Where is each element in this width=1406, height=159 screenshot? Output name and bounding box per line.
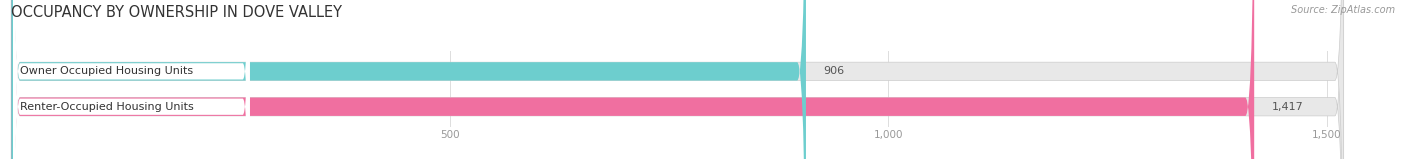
Text: 906: 906 xyxy=(824,66,845,76)
Text: Renter-Occupied Housing Units: Renter-Occupied Housing Units xyxy=(20,102,194,112)
Text: Owner Occupied Housing Units: Owner Occupied Housing Units xyxy=(20,66,193,76)
FancyBboxPatch shape xyxy=(11,0,1254,159)
FancyBboxPatch shape xyxy=(11,0,806,159)
Text: OCCUPANCY BY OWNERSHIP IN DOVE VALLEY: OCCUPANCY BY OWNERSHIP IN DOVE VALLEY xyxy=(11,5,342,20)
FancyBboxPatch shape xyxy=(11,0,1344,159)
FancyBboxPatch shape xyxy=(11,0,1344,159)
FancyBboxPatch shape xyxy=(13,0,250,159)
Text: 1,417: 1,417 xyxy=(1272,102,1303,112)
Text: Source: ZipAtlas.com: Source: ZipAtlas.com xyxy=(1291,5,1395,15)
FancyBboxPatch shape xyxy=(13,0,250,159)
